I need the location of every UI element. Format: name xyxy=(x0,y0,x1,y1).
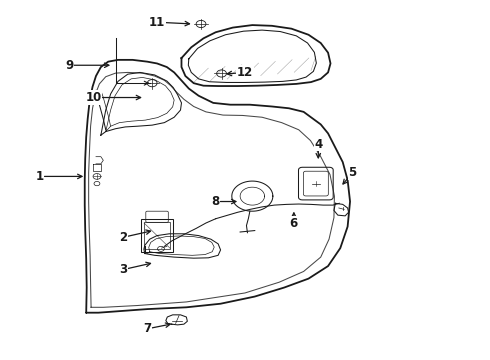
Text: 2: 2 xyxy=(119,230,150,244)
Text: 5: 5 xyxy=(343,166,357,184)
Text: 1: 1 xyxy=(36,170,82,183)
Text: 4: 4 xyxy=(314,138,322,158)
Text: 7: 7 xyxy=(143,322,170,335)
Text: 8: 8 xyxy=(212,195,236,208)
Text: 11: 11 xyxy=(149,16,190,29)
Text: 12: 12 xyxy=(227,66,253,79)
Text: 9: 9 xyxy=(65,59,109,72)
Text: 10: 10 xyxy=(85,91,141,104)
Bar xyxy=(141,220,173,252)
Text: 6: 6 xyxy=(290,213,298,230)
Text: 3: 3 xyxy=(119,262,150,276)
Bar xyxy=(144,222,170,249)
